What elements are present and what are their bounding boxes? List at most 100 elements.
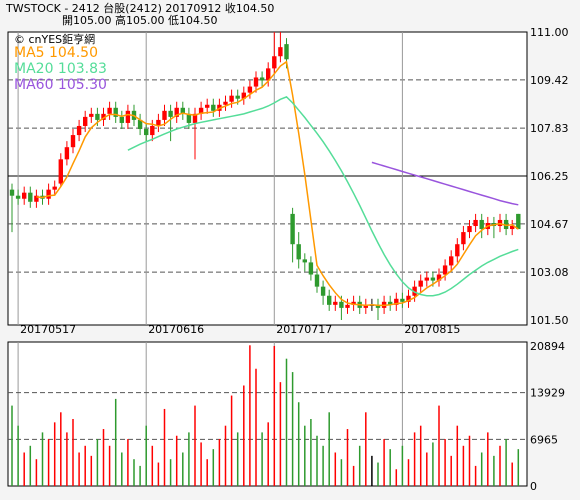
legend-label: MA5 104.50 bbox=[14, 45, 98, 61]
candle-body bbox=[34, 195, 39, 202]
candle-body bbox=[192, 113, 198, 123]
candle-body bbox=[339, 301, 344, 308]
candle-body bbox=[461, 232, 466, 245]
volume-bar bbox=[114, 398, 117, 486]
candle-body bbox=[70, 135, 76, 148]
volume-bar bbox=[11, 405, 13, 486]
volume-bar bbox=[407, 459, 410, 486]
volume-bar bbox=[389, 449, 391, 486]
volume-bar bbox=[182, 452, 184, 486]
volume-bar bbox=[493, 455, 495, 486]
candle-body bbox=[52, 186, 57, 190]
y-tick-label: 101.50 bbox=[530, 314, 569, 327]
volume-bar bbox=[17, 425, 19, 486]
candle-body bbox=[442, 265, 448, 275]
candle-body bbox=[473, 219, 478, 227]
candle-body bbox=[241, 92, 246, 99]
volume-bar bbox=[121, 452, 123, 486]
volume-bar bbox=[377, 462, 379, 486]
candle-body bbox=[46, 189, 51, 199]
volume-bar bbox=[78, 452, 80, 486]
volume-bar bbox=[72, 418, 74, 486]
volume-bar bbox=[450, 455, 452, 486]
candle-body bbox=[363, 304, 368, 308]
y-tick-label: 107.83 bbox=[530, 122, 569, 135]
candle-body bbox=[400, 298, 405, 302]
candle-body bbox=[180, 107, 185, 114]
volume-bar bbox=[499, 445, 501, 486]
candle-body bbox=[272, 56, 277, 69]
volume-bar bbox=[328, 412, 330, 486]
volume-bar bbox=[474, 465, 477, 486]
volume-bar bbox=[145, 425, 147, 486]
volume-bar bbox=[90, 455, 93, 486]
volume-bar bbox=[133, 459, 135, 486]
volume-bar bbox=[255, 368, 257, 486]
volume-bar bbox=[395, 469, 398, 486]
candle-body bbox=[436, 274, 442, 281]
volume-bar bbox=[346, 429, 349, 486]
volume-bar bbox=[383, 439, 385, 486]
candle-body bbox=[290, 213, 295, 245]
volume-bar bbox=[419, 425, 422, 486]
candle-body bbox=[168, 110, 173, 117]
y-tick-label: 103.08 bbox=[530, 266, 569, 279]
volume-bar bbox=[127, 439, 129, 486]
volume-bar bbox=[285, 358, 288, 486]
candle-body bbox=[455, 244, 460, 257]
volume-bar bbox=[41, 432, 44, 486]
candle-body bbox=[119, 116, 124, 123]
candle-body bbox=[351, 301, 356, 305]
candle-body bbox=[113, 107, 118, 117]
y-tick-label: 111.00 bbox=[530, 26, 569, 39]
y-tick-label: 109.42 bbox=[530, 74, 569, 87]
volume-bar bbox=[212, 449, 215, 486]
volume-bar bbox=[230, 395, 233, 486]
volume-bar bbox=[188, 432, 190, 486]
volume-bar bbox=[249, 345, 251, 486]
volume-bar bbox=[169, 459, 172, 486]
candle-body bbox=[308, 262, 314, 275]
candle-body bbox=[150, 125, 155, 136]
volume-bar bbox=[29, 445, 32, 486]
ma-line bbox=[127, 96, 519, 297]
volume-bar bbox=[426, 452, 428, 486]
volume-bar bbox=[267, 422, 269, 486]
volume-bar bbox=[310, 418, 312, 486]
volume-bar bbox=[505, 439, 507, 486]
source: © cnYES鉅亨網 bbox=[14, 32, 95, 46]
candle-body bbox=[388, 301, 393, 305]
candle-body bbox=[229, 95, 234, 102]
volume-bar bbox=[60, 412, 62, 486]
volume-bar bbox=[273, 346, 276, 486]
volume-bar bbox=[194, 405, 196, 486]
candle-body bbox=[259, 77, 265, 81]
volume-bar bbox=[66, 432, 68, 486]
volume-bar bbox=[438, 405, 440, 486]
candle-body bbox=[137, 119, 143, 130]
plot-layer: 111.00 109.42 107.83 106.25 104.67 103.08 101.… bbox=[8, 26, 569, 493]
volume-bar bbox=[444, 439, 446, 486]
candle-body bbox=[174, 107, 179, 117]
candle-body bbox=[345, 304, 350, 308]
candle-body bbox=[327, 295, 332, 305]
candle-body bbox=[198, 107, 204, 114]
volume-bar bbox=[358, 445, 361, 486]
volume-bar bbox=[200, 442, 202, 486]
volume-bar bbox=[517, 449, 520, 486]
x-tick-label: 20170815 bbox=[404, 323, 460, 336]
candle-body bbox=[247, 86, 253, 93]
candle-body bbox=[64, 147, 70, 160]
volume-bar bbox=[480, 452, 483, 486]
candle-body bbox=[284, 44, 289, 60]
volume-bar bbox=[487, 432, 489, 486]
candle-body bbox=[28, 192, 33, 202]
x-tick-label: 20170616 bbox=[148, 323, 204, 336]
candle-body bbox=[302, 259, 307, 263]
y-tick-label: 20894 bbox=[530, 340, 565, 353]
y-tick-label: 104.67 bbox=[530, 218, 569, 231]
volume-bar bbox=[371, 455, 373, 486]
volume-bar bbox=[218, 439, 221, 486]
candle-body bbox=[253, 77, 259, 87]
